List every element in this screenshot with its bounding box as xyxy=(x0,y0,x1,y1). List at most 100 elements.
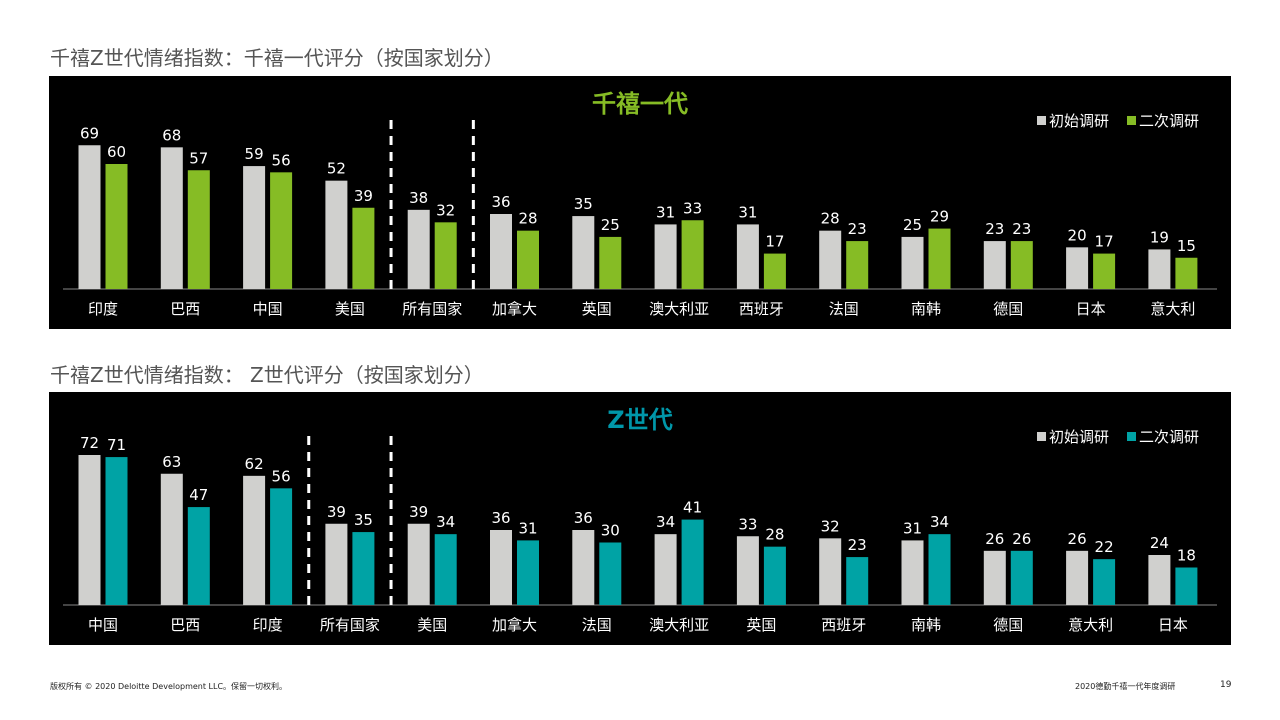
genz-bar-second xyxy=(1093,559,1116,605)
millennials-bar-initial xyxy=(78,145,101,289)
page-number: 19 xyxy=(1220,680,1232,690)
genz-bar-initial xyxy=(160,473,183,605)
category-label: 英国 xyxy=(746,616,776,634)
category-label: 日本 xyxy=(1158,616,1188,634)
legend-label-second: 二次调研 xyxy=(1139,428,1199,446)
legend-label-initial: 初始调研 xyxy=(1049,112,1109,130)
legend-swatch-second xyxy=(1127,116,1136,125)
millennials-bar-initial xyxy=(490,214,512,289)
genz-data-label-second: 30 xyxy=(601,522,620,540)
genz-bar-initial xyxy=(1148,555,1171,605)
millennials-data-label-initial: 35 xyxy=(574,195,593,213)
millennials-data-label-initial: 28 xyxy=(821,210,840,228)
category-label: 加拿大 xyxy=(492,616,537,634)
genz-data-label-initial: 33 xyxy=(738,515,757,533)
genz-data-label-initial: 31 xyxy=(903,519,922,537)
millennials-bar-second xyxy=(928,228,951,289)
legend-label-second: 二次调研 xyxy=(1139,112,1199,130)
genz-bar-second xyxy=(599,542,622,605)
genz-bar-initial xyxy=(490,530,512,605)
genz-bar-initial xyxy=(572,530,595,605)
millennials-data-label-second: 57 xyxy=(189,149,208,167)
category-label: 南韩 xyxy=(911,300,941,318)
millennials-data-label-second: 60 xyxy=(107,143,126,161)
category-label: 中国 xyxy=(88,616,118,634)
chart-title: Z世代 xyxy=(607,406,672,434)
genz-data-label-second: 28 xyxy=(765,526,784,544)
millennials-bar-initial xyxy=(1066,247,1089,289)
chart-panel-millennials: 千禧一代 初始调研 二次调研 69 60 印度 68 57 巴西 59 56 中国 52 39 美国 38 32… xyxy=(49,76,1231,329)
category-label: 意大利 xyxy=(1068,616,1113,634)
category-label: 所有国家 xyxy=(320,616,380,634)
millennials-data-label-second: 15 xyxy=(1177,237,1196,255)
millennials-data-label-second: 28 xyxy=(518,210,537,228)
millennials-data-label-initial: 20 xyxy=(1068,226,1087,244)
genz-data-label-second: 35 xyxy=(354,511,373,529)
legend-swatch-initial xyxy=(1037,116,1046,125)
category-label: 印度 xyxy=(253,616,283,634)
millennials-bar-second xyxy=(352,207,375,289)
genz-bar-initial xyxy=(654,534,677,605)
legend-label-initial: 初始调研 xyxy=(1049,428,1109,446)
millennials-data-label-second: 17 xyxy=(765,233,784,251)
millennials-data-label-second: 33 xyxy=(683,199,702,217)
genz-data-label-initial: 62 xyxy=(245,455,264,473)
genz-bar-second xyxy=(681,519,704,605)
genz-bar-second xyxy=(928,534,951,605)
genz-data-label-second: 31 xyxy=(518,519,537,537)
millennials-bar-second xyxy=(1175,257,1198,289)
genz-data-label-second: 23 xyxy=(848,536,867,554)
genz-data-label-initial: 72 xyxy=(80,434,99,452)
millennials-bar-initial xyxy=(243,166,266,289)
category-label: 德国 xyxy=(993,300,1023,318)
millennials-bar-initial xyxy=(983,241,1006,289)
category-label: 巴西 xyxy=(170,616,200,634)
millennials-bar-second xyxy=(187,170,210,289)
millennials-bar-second xyxy=(105,164,128,289)
genz-data-label-second: 22 xyxy=(1095,538,1114,556)
millennials-bar-initial xyxy=(901,236,924,289)
genz-bar-second xyxy=(846,557,869,605)
millennials-bar-second xyxy=(763,253,786,289)
millennials-bar-initial xyxy=(572,216,595,289)
category-label: 澳大利亚 xyxy=(649,616,709,634)
chart-title: 千禧一代 xyxy=(592,90,688,118)
genz-data-label-second: 47 xyxy=(189,486,208,504)
genz-bar-initial xyxy=(1066,550,1089,605)
millennials-bar-second xyxy=(846,241,869,289)
genz-bar-second xyxy=(270,488,293,605)
genz-data-label-initial: 63 xyxy=(162,453,181,471)
genz-bar-initial xyxy=(407,523,430,605)
legend-swatch-initial xyxy=(1037,432,1046,441)
genz-data-label-second: 41 xyxy=(683,499,702,517)
genz-data-label-initial: 34 xyxy=(656,513,675,531)
millennials-bar-second xyxy=(270,172,293,289)
genz-data-label-second: 26 xyxy=(1012,530,1031,548)
millennials-bar-initial xyxy=(160,147,183,289)
millennials-bar-initial xyxy=(1148,249,1171,289)
genz-data-label-initial: 32 xyxy=(821,517,840,535)
category-label: 法国 xyxy=(582,616,612,634)
millennials-bar-initial xyxy=(325,180,348,289)
millennials-data-label-second: 23 xyxy=(848,220,867,238)
genz-data-label-initial: 26 xyxy=(985,530,1004,548)
genz-data-label-second: 71 xyxy=(107,436,126,454)
category-label: 西班牙 xyxy=(739,300,784,318)
millennials-data-label-second: 29 xyxy=(930,208,949,226)
category-label: 法国 xyxy=(829,300,859,318)
millennials-bar-initial xyxy=(407,209,430,289)
millennials-data-label-initial: 31 xyxy=(656,203,675,221)
category-label: 英国 xyxy=(582,300,612,318)
millennials-bar-second xyxy=(681,220,704,289)
genz-bar-second xyxy=(187,507,210,605)
category-label: 德国 xyxy=(993,616,1023,634)
millennials-bar-initial xyxy=(736,224,759,289)
chart-panel-genz: Z世代 初始调研 二次调研 72 71 中国 63 47 巴西 62 56 印度 39 35 所有国家 39 3… xyxy=(49,392,1231,645)
millennials-bar-second xyxy=(599,236,622,289)
millennials-data-label-initial: 52 xyxy=(327,160,346,178)
section-title-millennials: 千禧Z世代情绪指数：千禧一代评分（按国家划分） xyxy=(50,46,504,70)
genz-bar-initial xyxy=(983,550,1006,605)
genz-data-label-initial: 39 xyxy=(409,503,428,521)
